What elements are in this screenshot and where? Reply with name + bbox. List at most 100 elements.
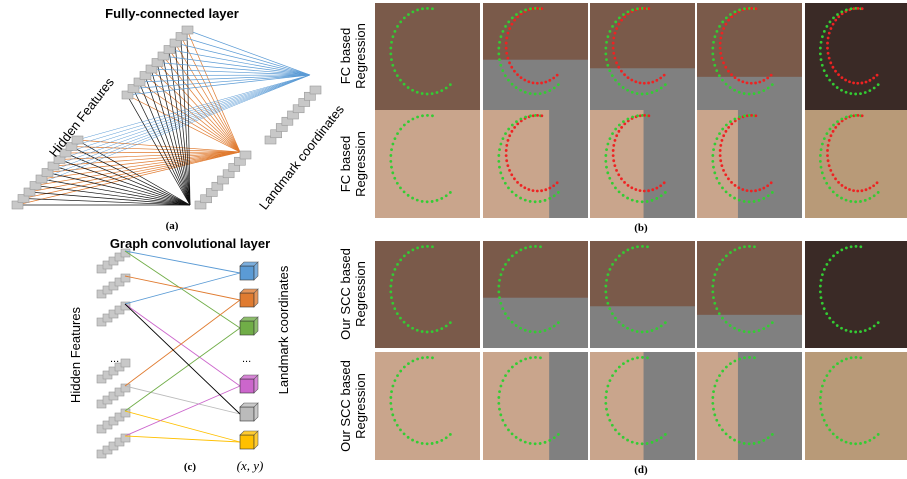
landmark [515, 86, 518, 89]
landmark [394, 137, 397, 140]
landmark [529, 200, 532, 203]
landmark [605, 41, 608, 44]
landmark [626, 89, 629, 92]
landmark [515, 120, 518, 123]
landmark [877, 83, 880, 86]
landmark [399, 128, 402, 131]
landmark [622, 120, 625, 123]
landmark [738, 358, 741, 361]
landmark [548, 439, 551, 442]
landmark [832, 366, 835, 369]
landmark [725, 191, 728, 194]
landmark [557, 191, 560, 194]
landmark [511, 130, 514, 133]
landmark [613, 164, 616, 167]
landmark [614, 370, 617, 373]
landmark [529, 356, 532, 359]
landmark [849, 200, 852, 203]
landmark [713, 413, 716, 416]
landmark [502, 379, 505, 382]
landmark [390, 390, 393, 393]
edge [157, 63, 310, 76]
landmark [507, 128, 510, 131]
landmark [612, 149, 615, 152]
cube [240, 321, 254, 335]
landmark [758, 329, 761, 332]
landmark [718, 312, 721, 315]
landmark [607, 143, 610, 146]
landmark [636, 7, 639, 10]
landmark [733, 197, 736, 200]
landmark [498, 390, 501, 393]
landmark [719, 37, 722, 40]
landmark [823, 419, 826, 422]
edge [125, 251, 240, 273]
landmark [660, 325, 663, 328]
landmark [733, 248, 736, 251]
landmark [719, 47, 722, 50]
landmark [754, 82, 757, 85]
landmark [399, 428, 402, 431]
landmark [877, 321, 880, 324]
row-label: Regression [353, 131, 368, 197]
landmark [864, 91, 867, 94]
landmark [655, 89, 658, 92]
landmark [845, 441, 848, 444]
landmark [834, 19, 837, 22]
edge [125, 386, 240, 414]
landmark [523, 79, 526, 82]
landmark [552, 77, 555, 80]
landmark [626, 10, 629, 13]
landmark [859, 200, 862, 203]
landmark [758, 91, 761, 94]
landmark [743, 442, 746, 445]
landmark [724, 173, 727, 176]
landmark [536, 190, 539, 193]
landmark [627, 184, 630, 187]
landmark [399, 370, 402, 373]
landmark [519, 327, 522, 330]
landmark [821, 171, 824, 174]
landmark [748, 245, 751, 248]
landmark [821, 385, 824, 388]
landmark [431, 7, 434, 10]
landmark [519, 89, 522, 92]
landmark [534, 200, 537, 203]
landmark [828, 186, 831, 189]
landmark [655, 197, 658, 200]
landmark [711, 402, 714, 405]
landmark [753, 92, 756, 95]
landmark [767, 87, 770, 90]
landmark [730, 181, 733, 184]
landmark [534, 331, 537, 334]
landmark [733, 360, 736, 363]
landmark [445, 87, 448, 90]
landmark [859, 245, 862, 248]
landmark [612, 154, 615, 157]
landmark [651, 329, 654, 332]
landmark [416, 199, 419, 202]
landmark [741, 188, 744, 191]
landmark [828, 428, 831, 431]
landmark [604, 285, 607, 288]
landmark [431, 356, 434, 359]
landmark [854, 93, 857, 96]
landmark [655, 439, 658, 442]
landmark [399, 79, 402, 82]
landmark [762, 439, 765, 442]
landmark [823, 307, 826, 310]
landmark [758, 199, 761, 202]
landmark [636, 92, 639, 95]
landmark [539, 442, 542, 445]
landmark [647, 114, 650, 117]
landmark [519, 10, 522, 13]
landmark [733, 89, 736, 92]
landmark [620, 70, 623, 73]
landmark [646, 356, 649, 359]
landmark [622, 13, 625, 16]
landmark [548, 79, 551, 82]
landmark [524, 441, 527, 444]
landmark [498, 279, 501, 282]
landmark [497, 47, 500, 50]
landmark [854, 200, 857, 203]
